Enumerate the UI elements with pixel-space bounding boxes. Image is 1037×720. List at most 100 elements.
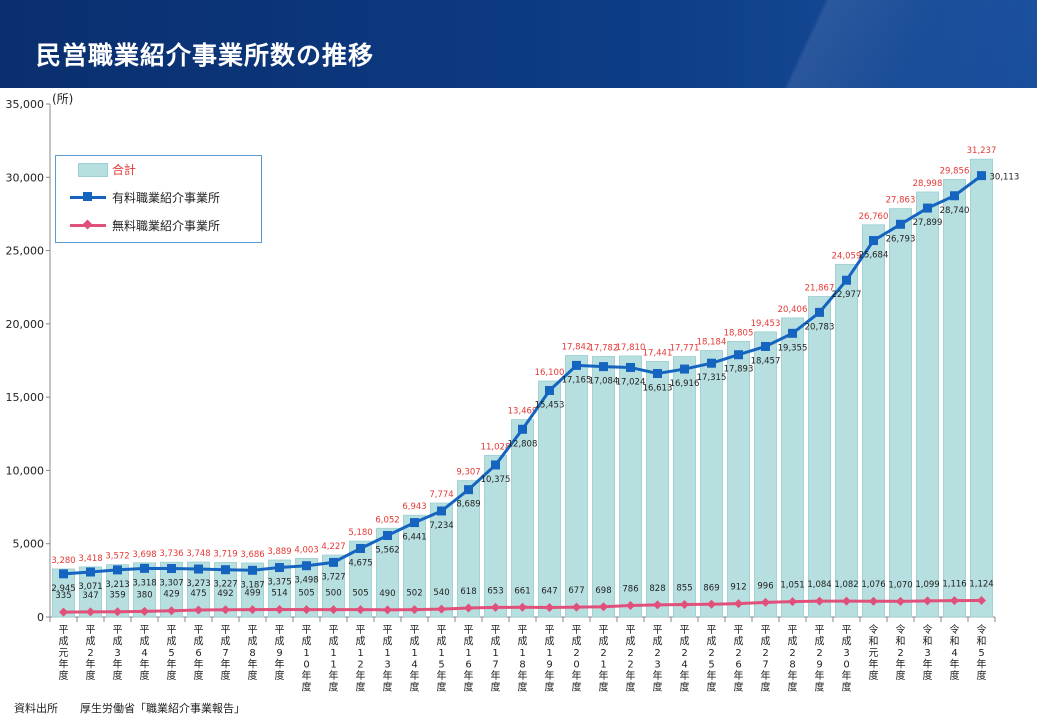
marker-paid xyxy=(221,565,230,575)
data-label-free: 429 xyxy=(163,590,179,600)
x-tick-label-char: 1 xyxy=(600,660,606,671)
marker-free xyxy=(707,599,716,609)
x-tick-label-char: 1 xyxy=(492,648,498,659)
x-tick-label-char: 成 xyxy=(545,636,555,648)
marker-free xyxy=(950,596,959,606)
data-label-total: 9,307 xyxy=(456,468,480,478)
source-text: 厚生労働省「職業紹介事業報告」 xyxy=(80,702,245,715)
x-tick-label-char: 年 xyxy=(653,669,663,682)
data-label-paid: 8,689 xyxy=(456,500,480,510)
data-label-free: 492 xyxy=(217,589,233,599)
bar-total xyxy=(592,355,615,618)
marker-free xyxy=(788,597,797,607)
data-label-paid: 17,315 xyxy=(697,373,727,383)
legend-bar-swatch xyxy=(78,163,108,177)
header-decoration xyxy=(617,0,1037,88)
x-tick-label-char: 成 xyxy=(842,636,852,648)
bar-total xyxy=(808,296,831,618)
marker-free xyxy=(248,605,257,615)
marker-paid xyxy=(653,369,662,379)
x-tick-label-char: 平 xyxy=(491,625,501,636)
marker-paid xyxy=(86,567,95,577)
data-label-paid: 19,355 xyxy=(778,343,808,353)
marker-paid xyxy=(437,506,446,516)
data-label-paid: 16,916 xyxy=(670,379,700,389)
data-label-free: 505 xyxy=(298,589,314,599)
marker-free xyxy=(383,605,392,615)
x-tick-label-char: 年 xyxy=(194,658,204,671)
data-label-free: 912 xyxy=(730,583,746,593)
marker-free xyxy=(761,597,770,607)
data-label-paid: 3,187 xyxy=(240,580,264,590)
x-tick-label-char: 平 xyxy=(788,625,798,636)
x-tick-label-char: 度 xyxy=(923,669,933,682)
marker-paid xyxy=(545,386,554,396)
data-label-paid: 3,375 xyxy=(267,578,291,588)
data-label-paid: 6,441 xyxy=(402,533,426,543)
marker-paid xyxy=(491,460,500,470)
data-label-total: 13,469 xyxy=(508,407,538,417)
x-tick-label-char: 度 xyxy=(113,669,123,682)
x-tick-label-char: 7 xyxy=(492,660,498,671)
data-label-paid: 4,675 xyxy=(348,558,372,568)
x-tick-label-char: 平 xyxy=(599,625,609,636)
bar-total xyxy=(916,191,939,618)
marker-paid xyxy=(977,171,986,181)
bar-total xyxy=(106,564,129,618)
data-label-paid: 3,318 xyxy=(132,578,156,588)
x-tick-label-char: 3 xyxy=(654,660,660,671)
x-tick-label-char: 1 xyxy=(330,660,336,671)
header-banner: 民営職業紹介事業所数の推移 xyxy=(0,0,1037,88)
x-tick-label-char: 2 xyxy=(816,648,822,659)
x-tick-label-char: 2 xyxy=(627,660,633,671)
marker-paid xyxy=(572,360,581,370)
data-label-paid: 3,307 xyxy=(159,579,183,589)
x-tick-label-char: 2 xyxy=(627,648,633,659)
x-tick-label-char: 成 xyxy=(86,636,96,648)
x-tick-label-char: 年 xyxy=(221,658,231,671)
marker-paid xyxy=(410,518,419,528)
x-tick-label-char: 2 xyxy=(654,648,660,659)
x-tick-label-char: 平 xyxy=(518,625,528,636)
data-label-total: 17,771 xyxy=(670,344,700,354)
x-tick-label-char: 3 xyxy=(384,660,390,671)
bar-total xyxy=(727,340,750,618)
data-label-paid: 3,213 xyxy=(105,580,129,590)
data-label-paid: 7,234 xyxy=(429,521,453,531)
x-tick-label-char: 成 xyxy=(194,636,204,648)
marker-paid xyxy=(383,530,392,540)
x-tick-label-char: 年 xyxy=(599,669,609,682)
source-label: 資料出所 xyxy=(14,702,58,715)
x-tick-label-char: 平 xyxy=(653,625,663,636)
data-label-free: 490 xyxy=(379,589,395,599)
data-label-total: 18,805 xyxy=(724,328,754,338)
bar-total xyxy=(646,360,669,618)
x-tick-label-char: 平 xyxy=(221,625,231,636)
marker-free xyxy=(869,596,878,606)
x-tick-label-char: 9 xyxy=(816,660,822,671)
x-tick-label-char: 成 xyxy=(221,636,231,648)
x-tick-label-char: 和 xyxy=(950,636,960,648)
x-tick-label-char: 4 xyxy=(951,648,957,659)
data-label-free: 647 xyxy=(541,587,557,597)
bar-total xyxy=(322,554,345,618)
x-tick-label-char: 度 xyxy=(491,681,501,694)
marker-paid xyxy=(788,328,797,338)
x-tick-label-char: 年 xyxy=(950,658,960,671)
marker-paid xyxy=(275,563,284,573)
data-label-total: 17,782 xyxy=(589,343,619,353)
marker-paid xyxy=(113,565,122,575)
x-tick-label-char: 平 xyxy=(734,625,744,636)
data-label-free: 502 xyxy=(406,589,422,599)
marker-free xyxy=(329,605,338,615)
x-tick-label-char: 年 xyxy=(167,658,177,671)
bar-total xyxy=(376,527,399,618)
x-tick-label-char: 度 xyxy=(248,669,258,682)
x-tick-label-char: 年 xyxy=(896,658,906,671)
x-tick-label-char: 平 xyxy=(410,625,420,636)
x-tick-label-char: 平 xyxy=(842,625,852,636)
data-label-free: 869 xyxy=(703,583,719,593)
x-tick-label-char: 平 xyxy=(329,625,339,636)
x-tick-label-char: 2 xyxy=(708,648,714,659)
y-tick-label: 10,000 xyxy=(6,464,45,477)
